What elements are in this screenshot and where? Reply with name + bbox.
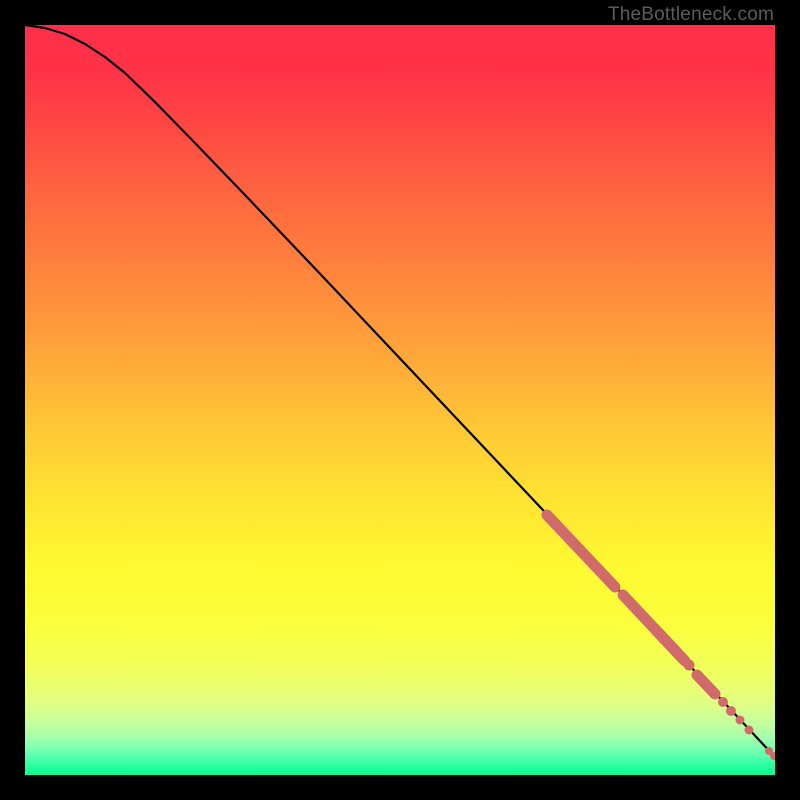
outer-frame: TheBottleneck.com — [0, 0, 800, 800]
marker-dot — [736, 716, 745, 725]
chart-svg — [25, 25, 775, 775]
gradient-background — [25, 25, 775, 775]
marker-dot — [718, 697, 728, 707]
watermark-text: TheBottleneck.com — [608, 4, 774, 26]
marker-dot — [745, 726, 754, 735]
marker-dot — [726, 706, 736, 716]
marker-dot — [684, 660, 695, 671]
plot-area — [25, 25, 775, 775]
